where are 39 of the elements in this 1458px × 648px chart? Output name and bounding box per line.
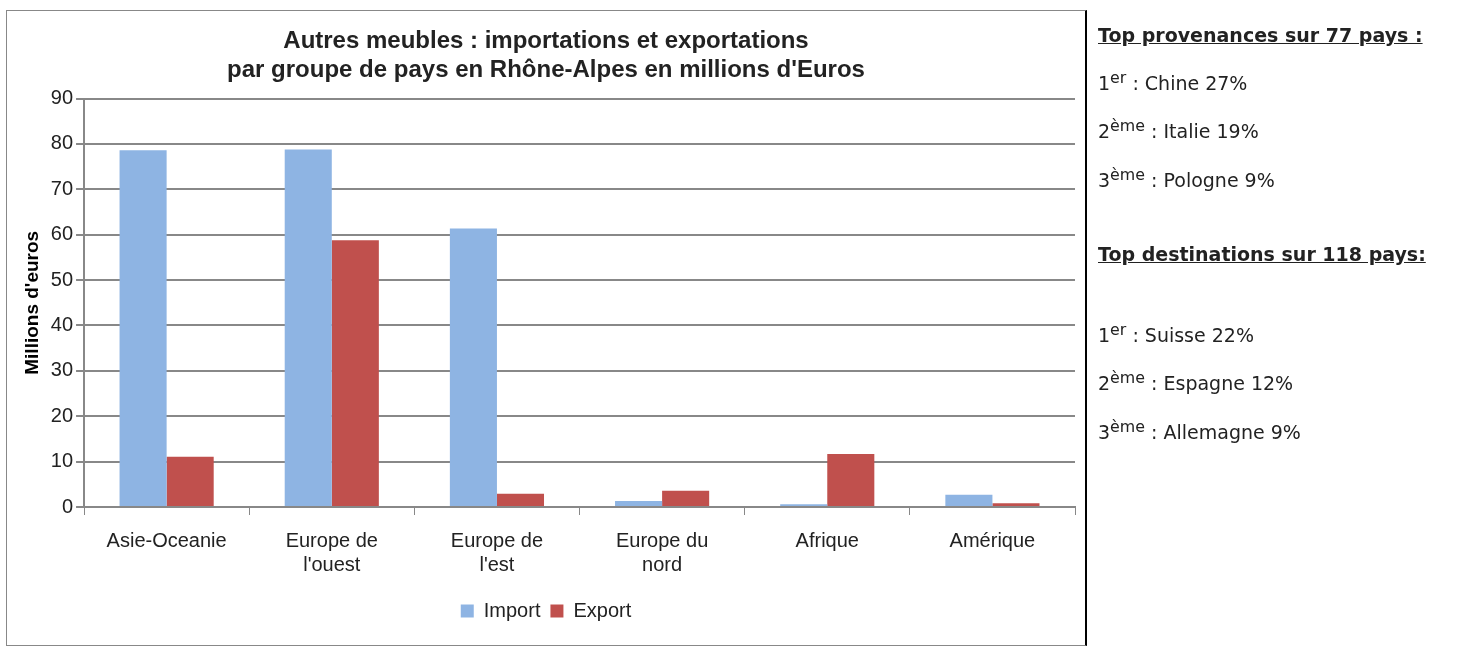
x-tick-label: Europe de l'est [450,528,544,575]
y-tick-label: 0 [61,494,74,517]
bar [992,503,1040,506]
text: Top destinations sur 118 pays: [1098,242,1427,267]
y-tick-label: 80 [50,131,74,154]
text: 2$^{ème}$ : Italie 19% [1098,115,1260,145]
bar [331,240,379,506]
y-tick-label: 60 [50,222,74,245]
y-tick-label: 30 [50,358,74,381]
text: 1$^{er}$ : Suisse 22% [1098,319,1255,349]
y-tick-label: 20 [50,403,74,426]
bar [662,490,710,506]
bar [449,228,497,506]
text: 2$^{ème}$ : Espagne 12% [1098,367,1295,397]
x-tick-label: Europe de l'ouest [285,528,378,575]
y-tick-label: 90 [50,86,74,109]
bar [827,453,875,506]
y-tick-label: 40 [50,313,74,335]
x-tick-label: Amérique [949,528,1036,551]
bar [496,493,545,506]
bar [615,501,663,506]
y-tick-label: 10 [50,449,74,472]
bar [166,456,214,506]
y-tick-label: 50 [50,267,74,290]
text: 3$^{ème}$ : Allemagne 9% [1098,415,1302,445]
legend-label: Import [483,598,541,621]
x-tick-label: Asie-Oceanie [106,528,227,551]
y-tick-label: 70 [50,176,74,199]
bar [119,150,167,506]
y-axis-title: Millions d'euros [20,230,42,375]
x-tick-label: Afrique [795,528,859,551]
x-tick-label: Europe du nord [615,528,709,575]
bar [284,149,332,506]
legend-label: Export [573,598,632,621]
chart-title: Autres meubles : importations et exportations par groupe de pays en Rhône-Alpes en millions d'Euros [227,26,865,82]
bar [945,494,993,506]
text: Top provenances sur 77 pays : [1098,23,1424,48]
text: 1$^{er}$ : Chine 27% [1098,67,1249,97]
text: 3$^{ème}$ : Pologne 9% [1098,163,1276,193]
